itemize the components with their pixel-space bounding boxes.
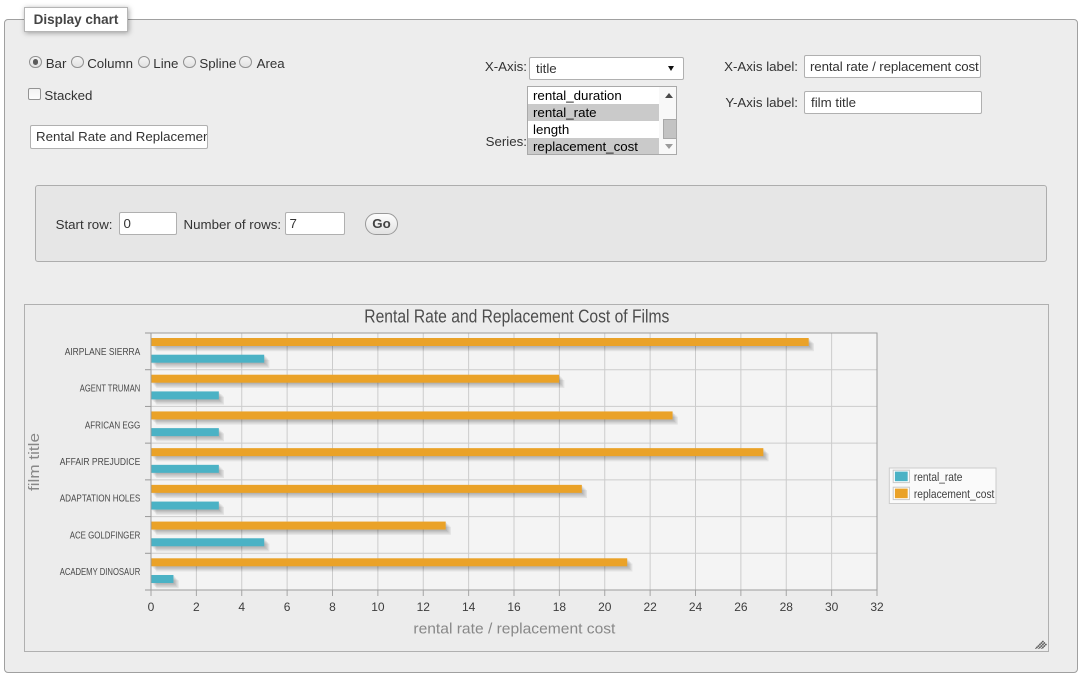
svg-text:film title: film title: [26, 433, 43, 491]
svg-text:ACE GOLDFINGER: ACE GOLDFINGER: [70, 530, 141, 541]
svg-text:AFFAIR PREJUDICE: AFFAIR PREJUDICE: [60, 457, 141, 468]
svg-text:AFRICAN EGG: AFRICAN EGG: [85, 420, 141, 431]
svg-text:0: 0: [148, 600, 155, 614]
svg-text:AGENT TRUMAN: AGENT TRUMAN: [80, 384, 141, 395]
svg-text:4: 4: [238, 600, 245, 614]
svg-text:28: 28: [780, 600, 794, 614]
svg-text:2: 2: [193, 600, 200, 614]
svg-text:10: 10: [371, 600, 385, 614]
svg-text:rental rate / replacement cost: rental rate / replacement cost: [413, 621, 616, 638]
svg-text:18: 18: [553, 600, 567, 614]
svg-text:AIRPLANE SIERRA: AIRPLANE SIERRA: [65, 347, 141, 358]
svg-text:Rental Rate and Replacement Co: Rental Rate and Replacement Cost of Film…: [364, 307, 669, 327]
svg-text:16: 16: [507, 600, 521, 614]
svg-text:30: 30: [825, 600, 839, 614]
svg-text:24: 24: [689, 600, 703, 614]
svg-text:rental_rate: rental_rate: [914, 470, 963, 484]
svg-text:32: 32: [870, 600, 884, 614]
svg-text:20: 20: [598, 600, 612, 614]
svg-text:12: 12: [417, 600, 431, 614]
svg-text:replacement_cost: replacement_cost: [914, 487, 995, 501]
svg-text:ADAPTATION HOLES: ADAPTATION HOLES: [60, 494, 141, 505]
svg-text:8: 8: [329, 600, 336, 614]
svg-text:6: 6: [284, 600, 291, 614]
svg-text:26: 26: [734, 600, 748, 614]
svg-text:ACADEMY DINOSAUR: ACADEMY DINOSAUR: [60, 567, 141, 578]
svg-text:14: 14: [462, 600, 476, 614]
svg-text:22: 22: [643, 600, 657, 614]
